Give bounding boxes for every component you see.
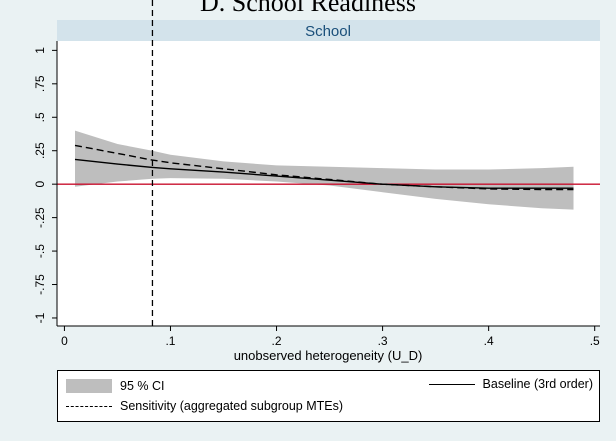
x-axis-label: unobserved heterogeneity (U_D) (234, 348, 423, 363)
legend-label-baseline: Baseline (3rd order) (482, 377, 593, 391)
legend-label-ci: 95 % CI (120, 379, 165, 393)
x-tick-label: .1 (165, 334, 175, 348)
x-tick-label: .2 (272, 334, 282, 348)
legend-item-sensitivity: Sensitivity (aggregated subgroup MTEs) (66, 399, 343, 413)
chart-layer: 1 .75 .5 .25 0 -.25 -.5 -.75 -1 0 .1 .2 .3 .4 .5 (33, 0, 600, 348)
sensitivity-line (74, 144, 574, 191)
y-tick-label: -.25 (33, 207, 47, 228)
y-tick-label: -.75 (33, 274, 47, 295)
y-tick-label: 0 (33, 181, 47, 188)
legend-swatch-sensitivity (66, 405, 112, 407)
y-tick-label: .75 (33, 75, 47, 92)
legend-swatch-baseline (428, 383, 475, 385)
x-tick-label: .4 (484, 334, 494, 348)
baseline-line (74, 158, 574, 189)
x-tick-label: 0 (61, 334, 68, 348)
x-tick-label: .5 (590, 334, 600, 348)
legend-item-baseline: Baseline (3rd order) (428, 377, 593, 391)
y-tick-label: 1 (33, 47, 47, 54)
legend-swatch-ci (66, 379, 112, 393)
legend-item-ci: 95 % CI (66, 379, 164, 393)
chart-legend: 95 % CI Baseline (3rd order) Sensitivity… (57, 370, 600, 422)
figure-heading: D. School Readiness (200, 0, 416, 17)
y-tick-label: .25 (33, 142, 47, 159)
y-tick-label: -.5 (33, 244, 47, 258)
chart-title: School (305, 23, 351, 40)
chart-title-bar (57, 20, 600, 41)
legend-label-sensitivity: Sensitivity (aggregated subgroup MTEs) (120, 399, 344, 413)
ci-band (75, 130, 574, 210)
x-tick-label: .3 (378, 334, 388, 348)
y-tick-label: .5 (33, 112, 47, 122)
y-tick-label: -1 (33, 312, 47, 323)
